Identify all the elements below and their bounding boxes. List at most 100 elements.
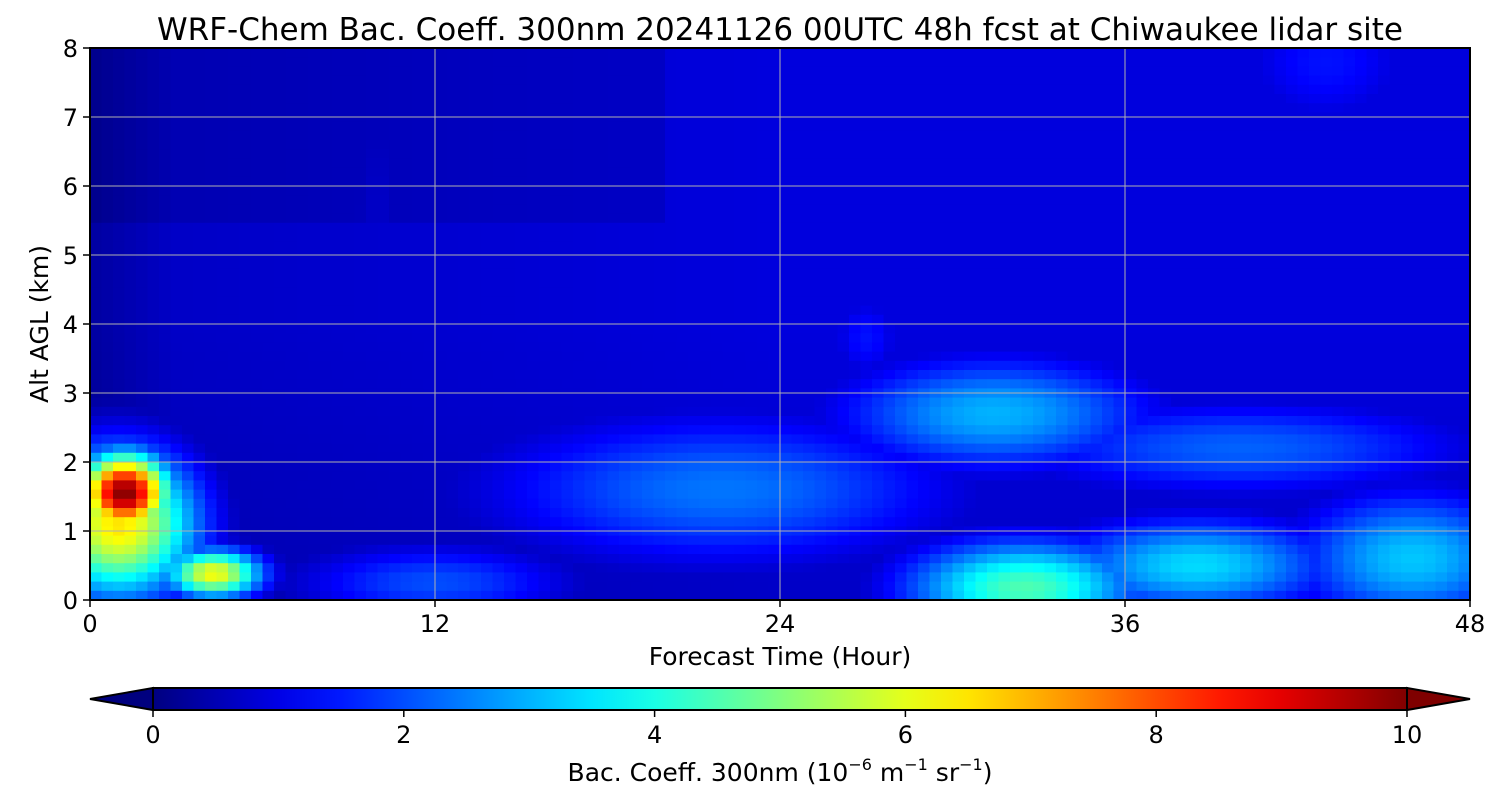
- heatmap-cell: [400, 176, 413, 187]
- heatmap-cell: [354, 195, 367, 205]
- heatmap-cell: [975, 103, 988, 113]
- heatmap-cell: [354, 425, 367, 435]
- heatmap-cell: [653, 57, 666, 67]
- heatmap-cell: [481, 84, 494, 95]
- heatmap-cell: [711, 508, 724, 518]
- heatmap-cell: [331, 406, 344, 417]
- heatmap-cell: [251, 572, 264, 583]
- heatmap-cell: [918, 232, 931, 242]
- heatmap-cell: [1033, 324, 1046, 334]
- heatmap-cell: [895, 333, 908, 343]
- heatmap-cell: [481, 268, 494, 279]
- heatmap-cell: [538, 360, 551, 371]
- heatmap-cell: [642, 195, 655, 205]
- heatmap-cell: [216, 84, 229, 95]
- heatmap-cell: [262, 462, 275, 472]
- heatmap-cell: [504, 305, 517, 316]
- heatmap-cell: [849, 489, 862, 500]
- heatmap-cell: [929, 296, 942, 307]
- heatmap-cell: [653, 333, 666, 343]
- heatmap-cell: [883, 462, 896, 472]
- heatmap-cell: [941, 480, 954, 491]
- heatmap-cell: [90, 195, 103, 205]
- heatmap-cell: [389, 452, 402, 463]
- heatmap-cell: [113, 443, 126, 454]
- heatmap-cell: [550, 241, 563, 251]
- heatmap-cell: [895, 416, 908, 426]
- heatmap-cell: [331, 416, 344, 426]
- heatmap-cell: [987, 554, 1000, 564]
- heatmap-cell: [998, 213, 1011, 224]
- heatmap-cell: [458, 278, 471, 288]
- heatmap-cell: [665, 443, 678, 454]
- heatmap-cell: [527, 287, 540, 297]
- heatmap-cell: [768, 94, 781, 104]
- heatmap-cell: [274, 342, 287, 353]
- heatmap-cell: [711, 360, 724, 371]
- heatmap-cell: [998, 278, 1011, 288]
- heatmap-cell: [193, 186, 206, 196]
- heatmap-cell: [423, 84, 436, 95]
- heatmap-cell: [653, 590, 666, 600]
- heatmap-cell: [630, 103, 643, 113]
- heatmap-cell: [826, 416, 839, 426]
- heatmap-cell: [205, 544, 218, 555]
- heatmap-cell: [274, 462, 287, 472]
- heatmap-cell: [860, 186, 873, 196]
- heatmap-cell: [734, 121, 747, 132]
- heatmap-cell: [757, 324, 770, 334]
- heatmap-cell: [216, 517, 229, 527]
- heatmap-cell: [504, 57, 517, 67]
- heatmap-cell: [412, 397, 425, 408]
- heatmap-cell: [182, 305, 195, 316]
- heatmap-cell: [136, 176, 149, 187]
- heatmap-cell: [205, 305, 218, 316]
- heatmap-cell: [849, 508, 862, 518]
- heatmap-cell: [975, 268, 988, 279]
- heatmap-cell: [377, 508, 390, 518]
- heatmap-cell: [987, 103, 1000, 113]
- heatmap-cell: [343, 535, 356, 546]
- heatmap-cell: [446, 535, 459, 546]
- heatmap-cell: [1021, 406, 1034, 417]
- heatmap-cell: [791, 149, 804, 159]
- heatmap-cell: [653, 554, 666, 564]
- heatmap-cell: [331, 544, 344, 555]
- heatmap-cell: [228, 121, 241, 132]
- heatmap-cell: [435, 480, 448, 491]
- heatmap-cell: [906, 535, 919, 546]
- heatmap-cell: [619, 176, 632, 187]
- heatmap-cell: [734, 305, 747, 316]
- heatmap-cell: [412, 452, 425, 463]
- heatmap-cell: [446, 149, 459, 159]
- heatmap-cell: [124, 241, 137, 251]
- heatmap-cell: [711, 213, 724, 224]
- heatmap-cell: [159, 406, 172, 417]
- heatmap-cell: [745, 563, 758, 573]
- heatmap-cell: [688, 195, 701, 205]
- heatmap-cell: [619, 535, 632, 546]
- heatmap-cell: [262, 259, 275, 270]
- heatmap-cell: [975, 57, 988, 67]
- heatmap-cell: [492, 176, 505, 187]
- heatmap-cell: [538, 103, 551, 113]
- heatmap-cell: [435, 581, 448, 592]
- heatmap-cell: [550, 75, 563, 86]
- heatmap-cell: [205, 471, 218, 481]
- heatmap-cell: [239, 544, 252, 555]
- heatmap-cell: [193, 425, 206, 435]
- heatmap-cell: [975, 204, 988, 215]
- heatmap-cell: [147, 471, 160, 481]
- heatmap-cell: [285, 434, 298, 445]
- heatmap-cell: [182, 103, 195, 113]
- heatmap-cell: [780, 462, 793, 472]
- heatmap-cell: [366, 204, 379, 215]
- heatmap-cell: [377, 259, 390, 270]
- heatmap-cell: [676, 195, 689, 205]
- heatmap-cell: [412, 554, 425, 564]
- heatmap-cell: [182, 379, 195, 389]
- heatmap-cell: [711, 480, 724, 491]
- heatmap-cell: [400, 590, 413, 600]
- heatmap-cell: [193, 241, 206, 251]
- heatmap-cell: [147, 379, 160, 389]
